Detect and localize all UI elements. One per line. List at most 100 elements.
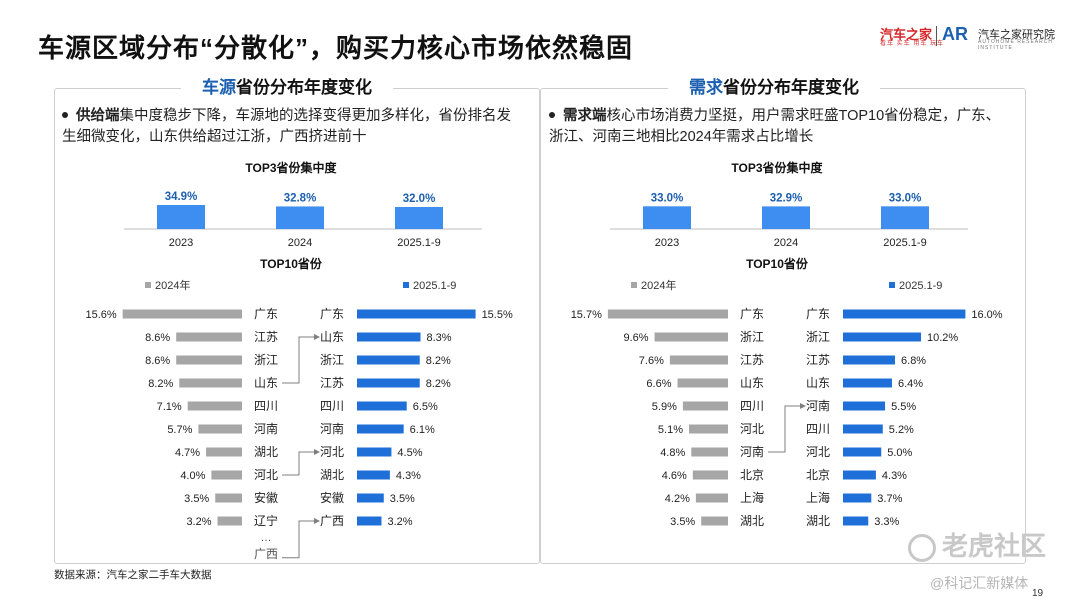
value-label-2024: 15.7% [571, 309, 602, 321]
province-label-2025: 广东 [806, 307, 830, 321]
value-label-2024: 4.6% [662, 470, 687, 482]
province-label-2025: 湖北 [320, 467, 344, 482]
ellipsis-label: … [261, 532, 272, 544]
demand-bullet-text: 核心市场消费力坚挺，用户需求旺盛TOP10省份稳定，广东、浙江、河南三地相比20… [549, 108, 1001, 145]
page-title: 车源区域分布“分散化”，购买力核心市场依然稳固 [38, 33, 634, 63]
bar-2024 [669, 355, 728, 365]
top3-value-label: 34.9% [165, 191, 198, 203]
province-label-2025: 浙江 [320, 353, 344, 367]
province-label-2024: 江苏 [254, 330, 278, 344]
province-label-2024: 河南 [740, 444, 764, 459]
logo-institute-sub: AUTOHOME RESEARCH INSTITUTE [978, 39, 1053, 51]
top3-value-label: 32.0% [403, 193, 436, 205]
top3-category-label: 2025.1-9 [397, 237, 440, 249]
page-number: 19 [1032, 588, 1044, 599]
province-label-2024: 山东 [254, 376, 278, 390]
province-label-2024: 河南 [254, 421, 278, 436]
bar-2024 [176, 355, 242, 365]
panel-demand-title: 需求省份分布年度变化 [668, 75, 880, 101]
logo-brand-sub: 看车 买车 用车 玩车 [880, 41, 945, 47]
bar-2024 [179, 378, 242, 388]
bar-2024 [654, 332, 728, 342]
province-label-2025: 四川 [806, 422, 830, 436]
top3-category-label: 2023 [169, 237, 193, 249]
bar-2024 [198, 424, 242, 434]
rank-change-arrowhead [314, 449, 320, 455]
top3-value-label: 33.0% [889, 192, 922, 204]
value-label-2025: 3.5% [390, 493, 415, 505]
top3-title: TOP3省份集中度 [245, 160, 337, 175]
bar-2025 [843, 355, 896, 365]
top10-title: TOP10省份 [746, 256, 809, 271]
top3-category-label: 2024 [774, 237, 798, 249]
bar-2024 [187, 401, 242, 411]
value-label-2024: 3.5% [184, 493, 209, 505]
value-label-2025: 4.3% [882, 470, 907, 482]
province-label-2025: 河南 [806, 398, 830, 413]
value-label-2025: 8.2% [426, 355, 451, 367]
data-source: 数据来源：汽车之家二手车大数据 [54, 569, 212, 581]
province-label-2024: 上海 [740, 490, 764, 505]
value-label-2024: 15.6% [85, 309, 116, 321]
panel-supply-title-highlight: 车源 [202, 78, 236, 97]
legend-2025-label: 2025.1-9 [899, 280, 942, 292]
value-label-2024: 6.6% [646, 378, 671, 390]
bar-2025 [357, 378, 420, 388]
province-label-2025: 上海 [806, 490, 830, 505]
province-label-2025: 河北 [806, 445, 830, 459]
province-label-2024: 辽宁 [254, 513, 278, 528]
bar-2025 [357, 401, 407, 411]
value-label-2025: 8.2% [426, 378, 451, 390]
top3-category-label: 2025.1-9 [883, 237, 926, 249]
bar-2025 [843, 309, 966, 319]
bar-2024 [215, 493, 242, 503]
bar-2024 [695, 493, 728, 503]
bar-2025 [357, 470, 390, 480]
top3-value-label: 33.0% [651, 192, 684, 204]
logo-separator [936, 26, 937, 46]
bar-2024 [691, 447, 728, 457]
value-label-2025: 5.2% [889, 424, 914, 436]
bar-2024 [701, 516, 728, 526]
value-label-2025: 3.7% [877, 493, 902, 505]
value-label-2025: 3.2% [387, 516, 412, 528]
autohome-logo: 汽车之家 看车 买车 用车 玩车 AR 汽车之家研究院 AUTOHOME RES… [880, 24, 1070, 51]
bullet-dot [62, 111, 68, 118]
value-label-2024: 8.6% [145, 332, 170, 344]
demand-keyword: 需求端 [563, 108, 607, 124]
top3-bar [643, 206, 691, 229]
bar-2025 [357, 447, 392, 457]
top3-bar [157, 205, 205, 229]
bar-2025 [357, 355, 420, 365]
bar-2024 [206, 447, 242, 457]
rank-change-arrow [282, 451, 316, 476]
supply-bullet-text: 集中度稳步下降，车源地的选择变得更加多样化，省份排名发生细微变化，山东供给超过江… [62, 108, 511, 145]
value-label-2024: 7.1% [157, 401, 182, 413]
province-label-2024: 四川 [740, 399, 764, 413]
value-label-2025: 6.5% [413, 401, 438, 413]
province-label-2025: 广西 [320, 514, 344, 528]
supply-keyword: 供给端 [76, 108, 120, 124]
bar-2024 [682, 401, 728, 411]
legend-2025-label: 2025.1-9 [413, 280, 456, 292]
value-label-2025: 6.4% [898, 378, 923, 390]
bar-2024 [688, 424, 728, 434]
bar-2025 [843, 516, 869, 526]
top3-value-label: 32.8% [284, 192, 317, 204]
logo-brand: 汽车之家 [880, 27, 933, 42]
legend-2024-swatch [631, 282, 637, 288]
bar-2025 [357, 332, 421, 342]
value-label-2025: 5.0% [887, 447, 912, 459]
top3-bar [881, 206, 929, 229]
value-label-2025: 6.1% [410, 424, 435, 436]
province-label-2024-extra: 广西 [254, 547, 278, 561]
value-label-2025: 5.5% [891, 401, 916, 413]
watermark-main: 老虎社区 [908, 526, 1046, 563]
value-label-2024: 4.8% [660, 447, 685, 459]
rank-change-arrowhead [314, 334, 320, 340]
top3-category-label: 2023 [655, 237, 679, 249]
value-label-2024: 3.5% [670, 516, 695, 528]
bar-2025 [843, 493, 872, 503]
value-label-2025: 10.2% [927, 332, 958, 344]
bar-2024 [677, 378, 728, 388]
